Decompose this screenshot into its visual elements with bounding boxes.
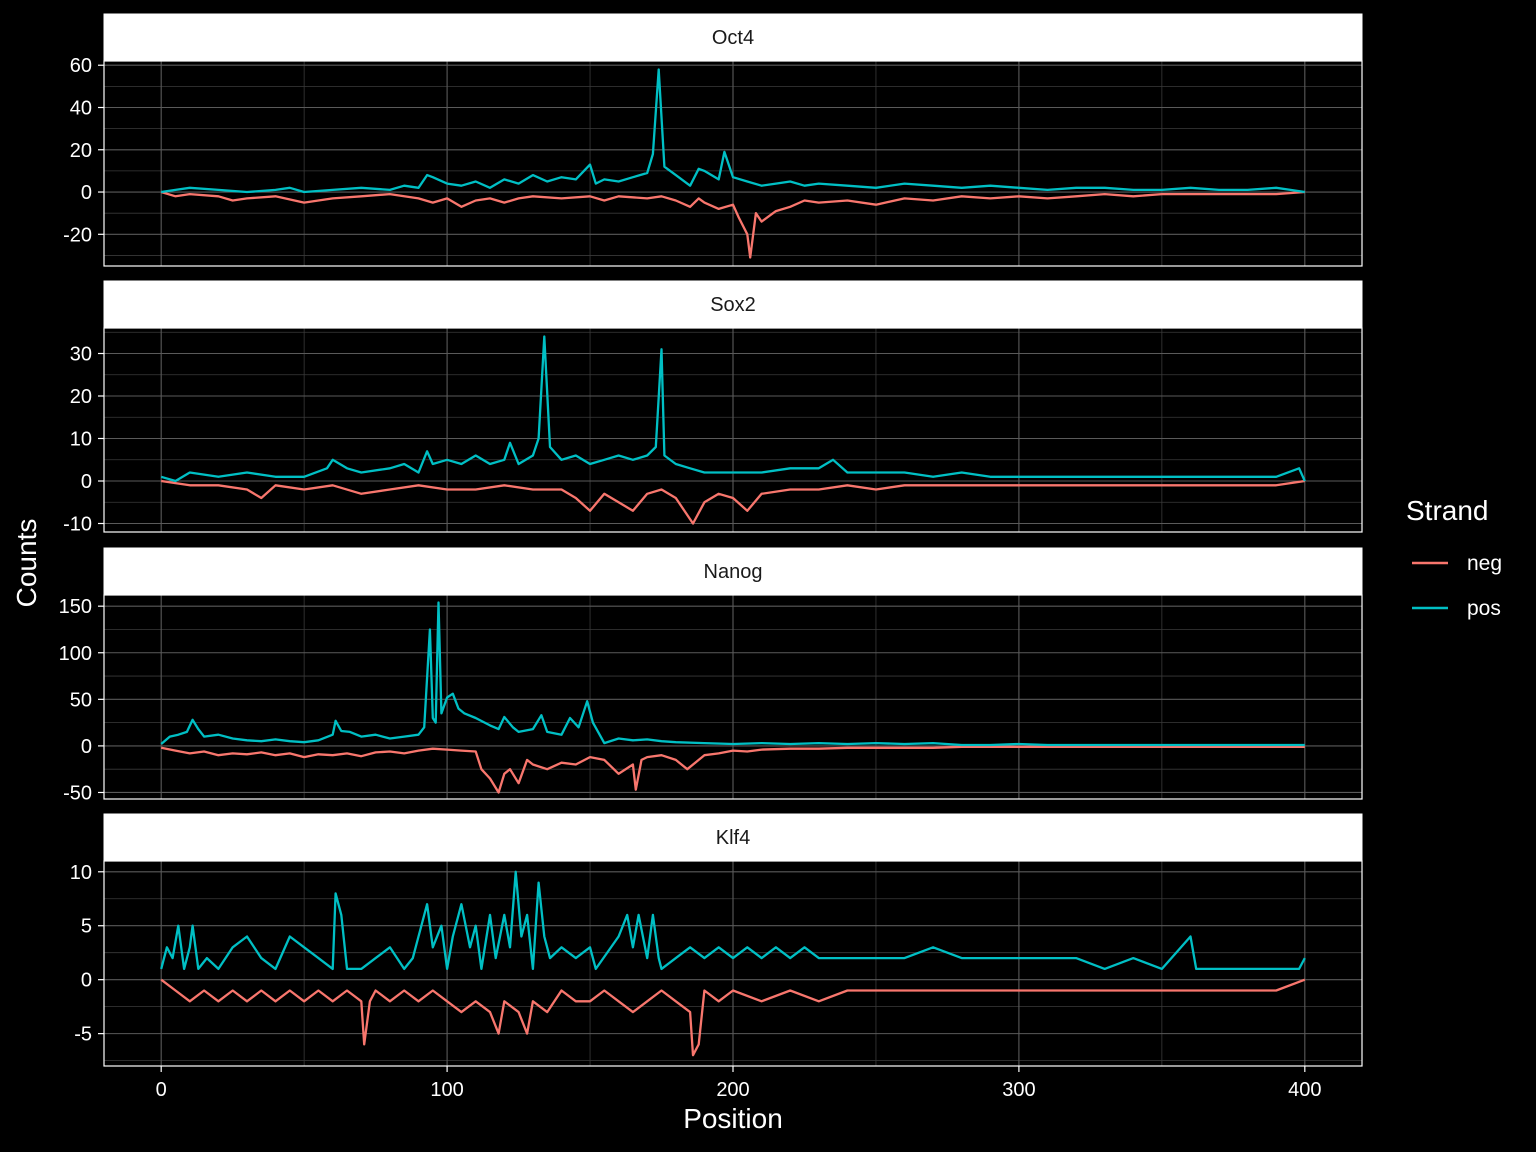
series-line-neg	[160, 190, 1305, 259]
legend-label-pos: pos	[1467, 597, 1501, 620]
x-tick-label: 300	[1002, 1079, 1035, 1101]
y-tick-label: -10	[63, 514, 92, 536]
facet-strip	[103, 280, 1363, 328]
series-line-pos	[160, 335, 1306, 483]
y-tick-label: 0	[81, 182, 92, 204]
facet-strip-label: Klf4	[716, 827, 750, 849]
series-line-pos	[161, 68, 1305, 194]
y-tick-label: -50	[63, 782, 92, 804]
y-tick-label: -5	[74, 1024, 92, 1046]
series-line-neg	[160, 978, 1306, 1057]
y-axis-title: Counts	[11, 519, 42, 608]
y-tick-label: -20	[63, 224, 92, 246]
x-axis-title: Position	[683, 1103, 783, 1134]
legend-label-neg: neg	[1467, 552, 1502, 575]
x-tick-label: 200	[716, 1079, 749, 1101]
panel-border	[103, 327, 1363, 533]
facet-strip-label: Nanog	[704, 561, 763, 583]
y-tick-label: 0	[81, 471, 92, 493]
x-tick-label: 0	[156, 1079, 167, 1101]
x-tick-label: 400	[1288, 1079, 1321, 1101]
gridlines	[104, 861, 1362, 1066]
legend: Strand neg pos	[1406, 495, 1502, 620]
legend-title: Strand	[1406, 495, 1489, 526]
facet-strip-label: Oct4	[712, 27, 754, 49]
series-line-pos	[160, 601, 1305, 747]
y-tick-label: 5	[81, 916, 92, 938]
gridlines	[104, 328, 1362, 532]
facet-strip	[103, 13, 1363, 61]
y-tick-label: 50	[70, 689, 92, 711]
y-tick-label: 150	[59, 596, 92, 618]
series-line-pos	[160, 870, 1306, 971]
y-tick-label: 20	[70, 386, 92, 408]
y-tick-label: 0	[81, 736, 92, 758]
y-tick-label: 100	[59, 643, 92, 665]
series-line-neg	[160, 745, 1305, 794]
x-tick-label: 100	[430, 1079, 463, 1101]
series-group	[160, 335, 1306, 525]
panel-border	[103, 594, 1363, 800]
y-tick-label: 30	[70, 344, 92, 366]
y-tick-label: 10	[70, 429, 92, 451]
series-group	[160, 601, 1305, 794]
panel-klf4: Klf4 -5 0 5 10	[70, 813, 1363, 1067]
panel-sox2: Sox2 -10 0 10 20 30	[63, 280, 1363, 536]
gridlines	[104, 595, 1362, 799]
y-tick-label: 10	[70, 862, 92, 884]
panels-layer: Oct4-200204060Sox2-100102030Nanog-500501…	[59, 13, 1363, 1067]
y-tick-label: 0	[81, 970, 92, 992]
x-axis: 0 100 200 300 400	[156, 1066, 1322, 1101]
facet-strip-label: Sox2	[710, 294, 756, 316]
series-group	[160, 870, 1306, 1057]
y-tick-label: 20	[70, 140, 92, 162]
facet-strip	[103, 813, 1363, 861]
series-group	[160, 68, 1305, 259]
panel-nanog: Nanog -50 0 50 100 150	[59, 547, 1363, 804]
panel-oct4: Oct4 -20 0 20 40 60	[63, 13, 1363, 267]
gridlines	[104, 61, 1362, 266]
facet-strip	[103, 547, 1363, 595]
y-tick-label: 60	[70, 55, 92, 77]
panel-border	[103, 60, 1363, 267]
y-tick-label: 40	[70, 97, 92, 119]
series-line-neg	[161, 479, 1305, 525]
